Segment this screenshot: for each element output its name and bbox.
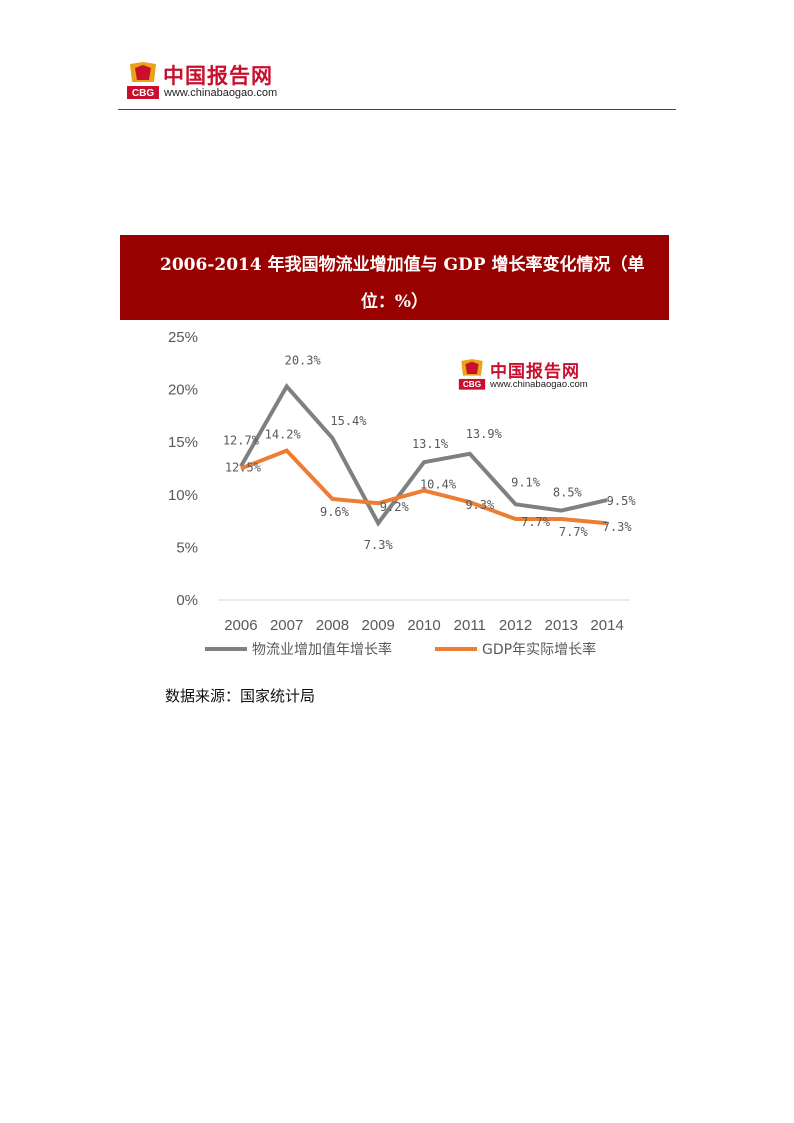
x-tick-label: 2006 xyxy=(224,617,257,634)
x-tick-label: 2013 xyxy=(545,617,578,634)
data-label: 13.1% xyxy=(412,437,449,451)
chart-title-banner: 2006-2014 年我国物流业增加值与 GDP 增长率变化情况（单 位：%） xyxy=(120,235,669,320)
y-tick-label: 10% xyxy=(168,487,198,504)
y-tick-label: 5% xyxy=(176,539,198,556)
x-tick-label: 2010 xyxy=(407,617,440,634)
y-tick-label: 0% xyxy=(176,592,198,609)
gdp-growth-line xyxy=(240,448,608,526)
data-label: 12.7% xyxy=(223,433,260,447)
x-tick-label: 2009 xyxy=(362,617,395,634)
y-tick-label: 25% xyxy=(168,329,198,346)
cbg-badge-icon: CBG xyxy=(458,359,486,390)
x-tick-label: 2008 xyxy=(316,617,349,634)
data-label: 9.1% xyxy=(511,475,541,489)
data-label: 9.2% xyxy=(380,500,410,514)
chart-title: 2006-2014 年我国物流业增加值与 GDP 增长率变化情况（单 位：%） xyxy=(120,247,669,321)
chart-title-line-2: 位：%） xyxy=(360,292,429,312)
data-label: 15.4% xyxy=(330,414,367,428)
badge-text: CBG xyxy=(132,88,154,99)
legend-label: 物流业增加值年增长率 xyxy=(252,641,392,658)
data-label: 8.5% xyxy=(553,486,583,500)
data-label: 20.3% xyxy=(285,353,322,367)
legend-label: GDP年实际增长率 xyxy=(482,641,596,658)
data-label: 7.3% xyxy=(603,520,633,534)
data-label: 14.2% xyxy=(265,428,302,442)
badge-text: CBG xyxy=(463,380,481,389)
chart-svg: 0% 5% 10% 15% 20% 25% 2006 2007 2008 2009 2010 2011… xyxy=(168,329,637,658)
logistics-growth-line xyxy=(239,382,608,527)
watermark-chinese-name: 中国报告网 xyxy=(490,362,580,382)
chart-watermark-logo: CBG 中国报告网 www.chinabaogao.com xyxy=(458,357,618,397)
data-label: 10.4% xyxy=(420,478,457,492)
header-divider xyxy=(118,109,676,110)
x-tick-label: 2011 xyxy=(454,617,486,634)
logo-url: www.chinabaogao.com xyxy=(164,87,278,99)
x-tick-label: 2007 xyxy=(270,617,303,634)
logo-chinese-name: 中国报告网 xyxy=(163,64,273,88)
x-tick-label: 2012 xyxy=(499,617,532,634)
data-label: 7.7% xyxy=(559,525,589,539)
data-label: 9.3% xyxy=(465,498,495,512)
chart-title-line-1: 2006-2014 年我国物流业增加值与 GDP 增长率变化情况（单 xyxy=(160,255,645,275)
data-label: 12.5% xyxy=(225,461,262,475)
data-label: 13.9% xyxy=(466,427,503,441)
data-source-note: 数据来源：国家统计局 xyxy=(165,687,316,705)
data-label: 9.6% xyxy=(320,505,350,519)
x-tick-label: 2014 xyxy=(590,617,623,634)
data-label: 9.5% xyxy=(607,494,637,508)
y-tick-label: 20% xyxy=(168,382,198,399)
cbg-badge-icon: CBG xyxy=(126,60,160,100)
watermark-url: www.chinabaogao.com xyxy=(490,379,588,390)
data-label: 7.7% xyxy=(521,515,551,529)
data-label: 7.3% xyxy=(364,538,394,552)
y-tick-label: 15% xyxy=(168,434,198,451)
site-header-logo: CBG 中国报告网 www.chinabaogao.com xyxy=(126,60,326,102)
line-chart: 0% 5% 10% 15% 20% 25% 2006 2007 2008 2009 2010 2011… xyxy=(150,325,650,670)
